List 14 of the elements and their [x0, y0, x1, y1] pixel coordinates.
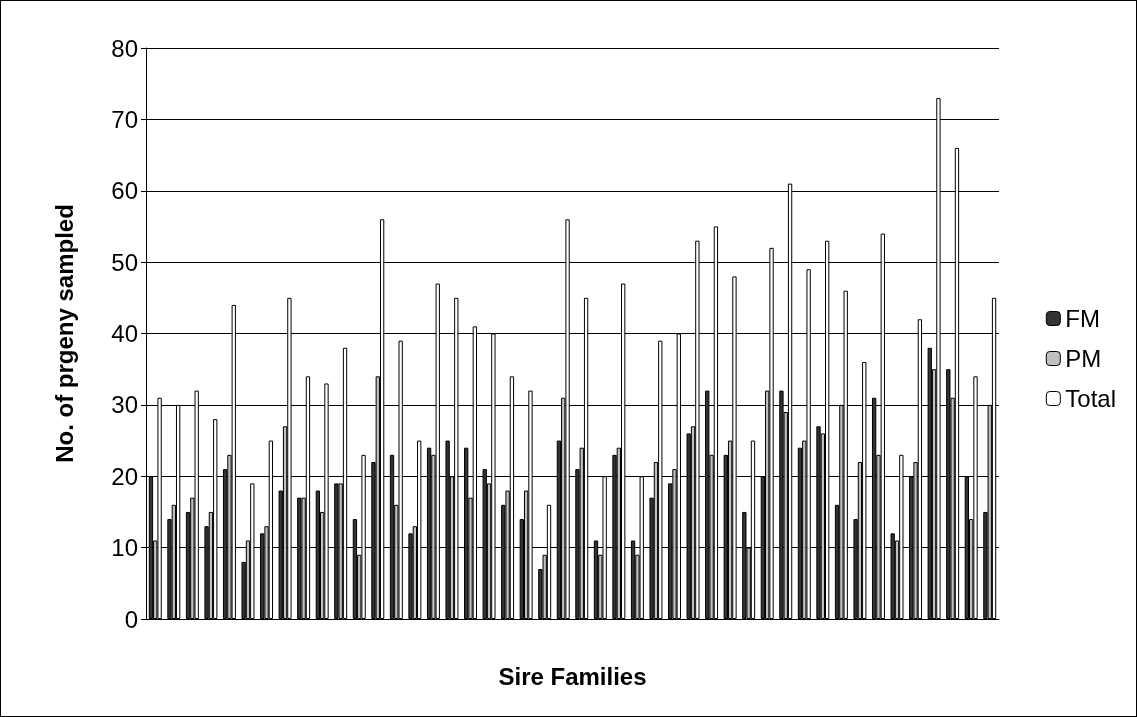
legend-label: Total — [1065, 385, 1117, 412]
y-tick-label: 0 — [124, 605, 138, 633]
x-axis-title: Sire Families — [498, 662, 647, 690]
y-tick-label: 40 — [111, 320, 138, 347]
y-axis-title: No. of prgeny sampled — [50, 204, 78, 463]
y-tick-label: 50 — [111, 248, 138, 276]
y-tick-label: 80 — [111, 34, 138, 62]
y-tick-label: 10 — [111, 534, 138, 562]
y-tick-label: 60 — [111, 177, 138, 205]
y-tick-label: 30 — [111, 391, 138, 419]
legend-label: PM — [1065, 345, 1102, 372]
y-tick-label: 20 — [111, 462, 138, 490]
legend-label: FM — [1065, 305, 1100, 332]
y-tick-label: 70 — [111, 105, 138, 133]
